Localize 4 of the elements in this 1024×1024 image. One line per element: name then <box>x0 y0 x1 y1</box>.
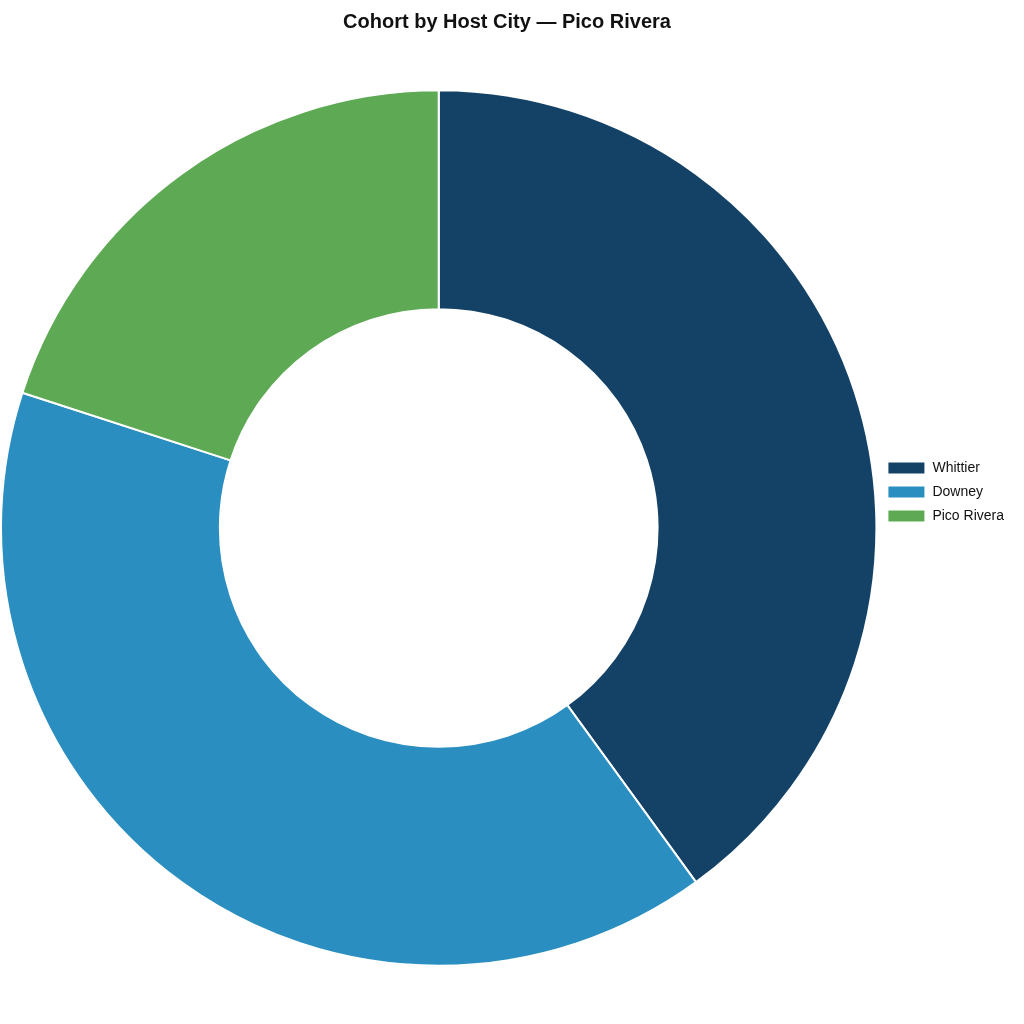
legend-label: Downey <box>932 482 984 499</box>
legend-label: Whittier <box>932 458 981 475</box>
legend-label: Pico Rivera <box>932 506 1005 523</box>
chart-title: Cohort by Host City — Pico Rivera <box>343 9 672 32</box>
